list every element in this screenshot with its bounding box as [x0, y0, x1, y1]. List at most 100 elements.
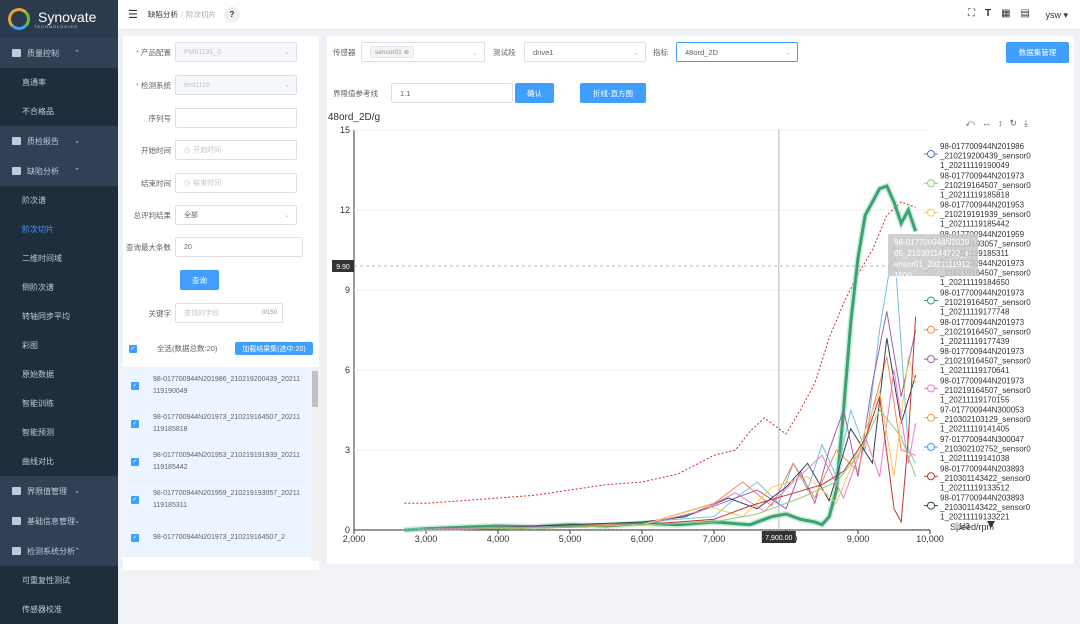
list-item-checkbox[interactable]: ✓ — [131, 457, 139, 466]
threshold-input[interactable]: 1.1 — [391, 83, 513, 103]
download-icon[interactable]: ⤓ — [1024, 118, 1028, 128]
legend-item-label: 98-017700944N201973 — [940, 259, 1025, 268]
cursor-y-badge — [332, 260, 354, 272]
sidebar-item[interactable]: 转轴同步平均 — [0, 302, 118, 331]
legend-swatch-marker — [927, 150, 935, 158]
sidebar-item[interactable]: 直通率 — [0, 68, 118, 97]
legend-item-label: 1_20211119133221 — [940, 513, 1010, 522]
load-dataset-button[interactable]: 加载结果集(选中:20) — [235, 342, 313, 355]
sidebar-item[interactable]: 不合格品 — [0, 97, 118, 126]
select-all-checkbox[interactable]: ✓ — [129, 344, 137, 353]
sidebar-group[interactable]: 基础信息管理 ⌄ — [0, 506, 118, 536]
sidebar-item[interactable]: 阶次谱 — [0, 186, 118, 215]
result-label: 总评判结果 — [133, 210, 172, 220]
zoom-reset-icon[interactable]: ⤺ — [965, 118, 975, 128]
sidebar-group[interactable]: 检测系统分析 ⌃ — [0, 536, 118, 566]
result-select[interactable]: 全部 ⌄ — [175, 205, 297, 225]
serial-label: 序列号 — [148, 113, 172, 123]
sensor-tag[interactable]: sensor01 ⊗ — [370, 46, 415, 58]
confirm-button[interactable]: 确认 — [515, 83, 554, 103]
legend-swatch-marker — [927, 325, 935, 334]
layout-icon[interactable]: ▦ — [1001, 8, 1011, 19]
document-icon[interactable]: ▤ — [1020, 8, 1030, 19]
system-select[interactable]: test1116 ⌄ — [175, 75, 297, 95]
breadcrumb-root[interactable]: 缺陷分析 — [147, 10, 178, 19]
sidebar-group[interactable]: 质量控制 ⌃ — [0, 38, 118, 68]
max-input[interactable]: 20 — [175, 237, 303, 257]
refresh-icon[interactable]: ↻ — [1009, 118, 1018, 128]
segment-label: 测试段 — [493, 48, 516, 57]
legend-item-label: _210219164507_sensor0 — [939, 386, 1031, 395]
serial-input[interactable] — [175, 108, 297, 128]
dataset-manage-button[interactable]: 数据集管理 — [1006, 42, 1069, 63]
keyword-label: 关键字 — [148, 308, 172, 318]
end-time-picker[interactable]: ◷ 结束时间 — [175, 173, 297, 193]
sidebar-item[interactable]: 彩图 — [0, 331, 118, 360]
sidebar-item[interactable]: 阶次切片 — [0, 215, 118, 244]
user-menu[interactable]: ysw ▾ — [1045, 10, 1068, 20]
legend-item-label: 1_20211119170641 — [940, 366, 1010, 375]
list-item[interactable]: ✓ 98-017700944N201973_210219164507_202111… — [123, 405, 319, 443]
list-item[interactable]: ✓ 98-017700944N201959_210219193057_202111… — [123, 481, 319, 519]
hamburger-icon[interactable]: ☰ — [128, 9, 138, 21]
legend-item-label: _210219164507_sensor0 — [939, 357, 1031, 366]
sensor-select[interactable]: sensor01 ⊗ ⌄ — [361, 42, 485, 62]
chart-toolbox: ⤺ ↔ ↕ ↻ ⤓ — [965, 118, 1028, 129]
sidebar-group-label: 质检报告 — [27, 136, 59, 146]
legend-item-label: 1_20211119185442 — [940, 220, 1010, 229]
sidebar-group[interactable]: 质检报告 ⌄ — [0, 126, 118, 156]
metric-select[interactable]: 48ord_2D ⌄ — [676, 42, 798, 62]
font-size-icon[interactable]: T — [984, 8, 992, 19]
system-row: * 检测系统 test1116 ⌄ — [123, 75, 319, 95]
sidebar-item[interactable]: 原始数据 — [0, 360, 118, 389]
chevron-icon: ⌄ — [74, 488, 80, 495]
list-item-checkbox[interactable]: ✓ — [131, 495, 139, 504]
sidebar-item[interactable]: 倒阶次谱 — [0, 273, 118, 302]
list-item-checkbox[interactable]: ✓ — [131, 381, 139, 390]
segment-select[interactable]: drive1 ⌄ — [524, 42, 646, 62]
sidebar-group[interactable]: 界限值管理 ⌄ — [0, 476, 118, 506]
product-select[interactable]: PM61191_0 ⌄ — [175, 42, 297, 62]
legend-item-label: _210219193057_sensor0 — [939, 239, 1031, 248]
sidebar-item[interactable]: 智能训练 — [0, 389, 118, 418]
sidebar-item[interactable]: 智能预测 — [0, 418, 118, 447]
menu-icon — [12, 49, 21, 57]
legend-item-label: 1_20211119133512 — [940, 483, 1010, 492]
line-histogram-button[interactable]: 折线-直方图 — [580, 83, 646, 103]
logo-mark-icon — [8, 8, 30, 30]
y-tick-label: 6 — [345, 365, 350, 375]
zoom-vertical-icon[interactable]: ↕ — [997, 118, 1003, 128]
fullscreen-icon[interactable]: ⛶ — [967, 8, 975, 19]
list-item[interactable]: ✓ 98-017700944N201973_210219164507_2 — [123, 519, 319, 557]
keyword-input[interactable]: 查找的字段 0/150 — [175, 303, 283, 323]
menu-icon — [12, 517, 21, 525]
top-header: ☰ 缺陷分析 / 阶次切片 ? ⛶ T ▦ ▤ ysw ▾ — [118, 0, 1080, 30]
chevron-down-icon: ⌄ — [784, 47, 791, 57]
sidebar-group[interactable]: 缺陷分析 ⌃ — [0, 156, 118, 186]
zoom-horizontal-icon[interactable]: ↔ — [981, 118, 991, 128]
list-item-checkbox[interactable]: ✓ — [131, 419, 139, 428]
sensor-label: 传感器 — [333, 48, 356, 57]
list-item[interactable]: ✓ 98-017700944N201986_210219200439_202111… — [123, 367, 319, 405]
start-time-picker[interactable]: ◷ 开始时间 — [175, 140, 297, 160]
sidebar-item[interactable]: 曲线对比 — [0, 447, 118, 476]
menu-icon — [12, 487, 21, 495]
max-label: 查询最大条数 — [126, 242, 171, 252]
list-scrollbar[interactable] — [311, 367, 319, 561]
legend-item-label: 1_20211119141405 — [940, 425, 1010, 434]
series-line-5 — [404, 337, 917, 531]
order-slice-chart[interactable]: 036912152,0003,0004,0005,0006,0007,0008,… — [0, 0, 1080, 606]
chevron-icon: ⌃ — [74, 50, 80, 57]
username: ysw — [1045, 10, 1061, 20]
close-icon[interactable]: ⊗ — [403, 49, 410, 56]
list-item[interactable]: ✓ 98-017700944N201953_210219191939_202111… — [123, 443, 319, 481]
sidebar-item[interactable]: 可重复性测试 — [0, 566, 118, 595]
help-button[interactable]: ? — [223, 6, 240, 23]
series-line-4 — [404, 356, 916, 531]
logo-name: Synovate — [38, 8, 97, 25]
query-button[interactable]: 查询 — [180, 270, 219, 290]
list-item-checkbox[interactable]: ✓ — [131, 533, 139, 542]
sidebar-item[interactable]: 二维时间域 — [0, 244, 118, 273]
y-tick-label: 12 — [340, 205, 350, 215]
sidebar-group-label: 检测系统分析 — [27, 546, 75, 556]
